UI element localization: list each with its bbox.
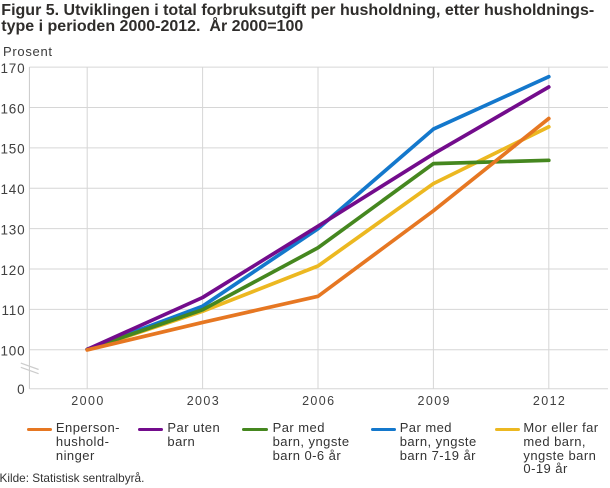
svg-text:100: 100 (0, 344, 25, 359)
svg-text:130: 130 (0, 222, 25, 237)
svg-text:0: 0 (17, 382, 25, 397)
svg-text:170: 170 (0, 61, 25, 76)
svg-text:150: 150 (0, 142, 25, 157)
svg-text:110: 110 (1, 303, 25, 318)
svg-text:120: 120 (0, 263, 25, 278)
svg-text:2006: 2006 (302, 394, 335, 408)
svg-text:2000: 2000 (71, 394, 104, 408)
svg-text:140: 140 (0, 182, 25, 197)
svg-text:2012: 2012 (533, 394, 566, 408)
svg-text:2009: 2009 (417, 394, 450, 408)
svg-text:160: 160 (0, 101, 25, 116)
svg-text:2003: 2003 (187, 394, 220, 408)
